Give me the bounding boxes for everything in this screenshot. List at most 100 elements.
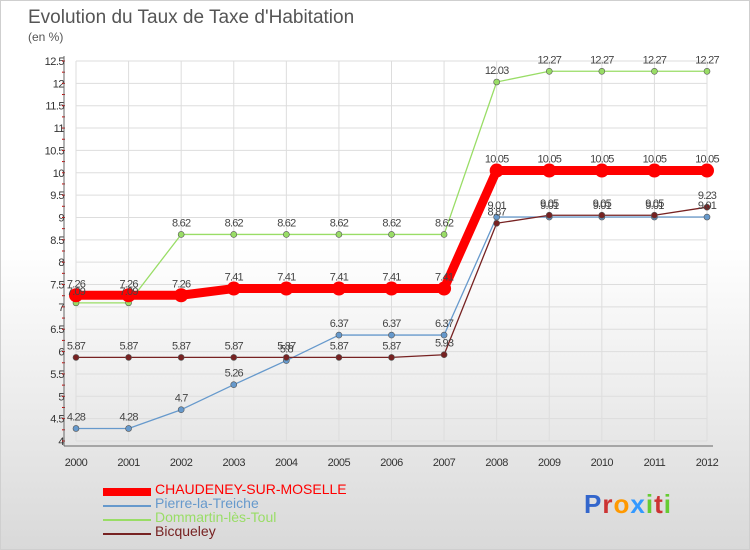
- data-label: 12.27: [643, 54, 667, 66]
- data-point: [174, 288, 189, 303]
- data-label: 12.27: [590, 54, 614, 66]
- data-label: 8.62: [382, 217, 401, 229]
- y-tick-label: 11.5: [45, 101, 64, 113]
- data-point: [283, 231, 290, 238]
- data-point: [651, 211, 658, 219]
- data-label: 12.27: [537, 54, 561, 66]
- legend-label: Dommartin-lès-Toul: [155, 509, 277, 525]
- x-tick-label: 2006: [380, 457, 403, 469]
- data-point: [489, 163, 504, 178]
- data-point: [700, 163, 714, 178]
- data-label: 5.26: [225, 368, 244, 380]
- data-label: 4.28: [119, 411, 138, 423]
- y-tick-label: 8: [58, 257, 64, 269]
- data-label: 9.01: [488, 200, 507, 212]
- data-point: [545, 67, 553, 75]
- data-point: [440, 231, 448, 238]
- data-label: 9.05: [645, 198, 664, 210]
- data-label: 9.05: [593, 198, 612, 210]
- x-tick-label: 2011: [644, 457, 666, 469]
- data-point: [594, 163, 609, 178]
- data-label: 8.87: [488, 206, 507, 218]
- legend-label: Bicqueley: [155, 523, 216, 539]
- data-label: 5.87: [225, 340, 244, 352]
- data-point: [388, 231, 395, 238]
- legend-swatch: [103, 533, 151, 535]
- x-tick-label: 2010: [591, 457, 614, 469]
- x-tick-label: 2001: [117, 457, 140, 469]
- data-label: 9.01: [540, 200, 559, 212]
- data-point: [437, 281, 452, 296]
- data-point: [542, 163, 557, 178]
- data-label: 7.26: [67, 278, 86, 290]
- logo-letter: P: [584, 489, 603, 519]
- data-label: 7.41: [435, 272, 454, 284]
- data-label: 5.87: [172, 340, 191, 352]
- data-label: 7.41: [382, 272, 401, 284]
- y-tick-label: 7: [58, 302, 64, 314]
- y-tick-label: 5.5: [50, 369, 64, 381]
- data-label: 4.28: [67, 411, 86, 423]
- logo-letter: o: [613, 489, 631, 519]
- data-point: [703, 213, 711, 221]
- y-tick-label: 6.5: [50, 324, 64, 336]
- data-label: 10.05: [537, 154, 561, 166]
- logo-letter: x: [630, 489, 646, 519]
- data-label: 5.87: [330, 340, 349, 352]
- data-label: 8.62: [225, 217, 244, 229]
- data-label: 7.26: [172, 278, 191, 290]
- data-label: 10.05: [643, 154, 667, 166]
- x-tick-label: 2000: [65, 457, 88, 469]
- data-point: [230, 381, 238, 388]
- data-label: 9.01: [698, 200, 717, 212]
- data-point: [598, 211, 606, 219]
- data-point: [335, 331, 343, 339]
- data-label: 8.62: [172, 217, 191, 229]
- x-tick-label: 2007: [433, 457, 456, 469]
- data-point: [226, 281, 241, 296]
- data-label: 8.62: [435, 217, 454, 229]
- y-tick-label: 6: [58, 347, 64, 359]
- data-label: 12.03: [485, 65, 509, 77]
- data-point: [493, 78, 500, 86]
- data-label: 5.93: [435, 338, 454, 350]
- y-tick-label: 11: [54, 123, 65, 135]
- data-label: 7.41: [225, 272, 244, 284]
- proxiti-logo: Proxiti: [584, 489, 672, 520]
- data-label: 9.01: [645, 200, 664, 212]
- data-label: 7.09: [119, 286, 138, 298]
- data-label: 7.09: [67, 286, 86, 298]
- data-point: [598, 67, 606, 75]
- data-label: 5.87: [67, 340, 86, 352]
- legend-swatch: [103, 488, 151, 496]
- chart-title: Evolution du Taux de Taxe d'Habitation: [28, 7, 355, 28]
- x-tick-label: 2002: [170, 457, 193, 469]
- data-point: [335, 354, 343, 361]
- data-point: [177, 354, 185, 361]
- data-label: 9.23: [698, 190, 717, 202]
- data-label: 7.26: [119, 278, 138, 290]
- y-tick-label: 10.5: [45, 145, 65, 157]
- data-label: 9.05: [540, 198, 559, 210]
- x-tick-label: 2003: [223, 457, 246, 469]
- data-label: 10.05: [695, 154, 719, 166]
- logo-letter: r: [602, 489, 614, 519]
- data-point: [703, 203, 711, 211]
- data-label: 10.05: [485, 154, 509, 166]
- data-label: 6.37: [382, 318, 401, 330]
- x-tick-label: 2009: [538, 457, 561, 469]
- data-label: 5.8: [280, 344, 294, 356]
- y-tick-label: 7.5: [50, 280, 64, 292]
- data-point: [121, 288, 136, 303]
- logo-letter: t: [654, 489, 664, 519]
- y-tick-label: 12: [53, 78, 65, 90]
- data-label: 5.87: [277, 340, 296, 352]
- data-point: [335, 231, 343, 238]
- y-tick-label: 5: [58, 391, 64, 403]
- data-label: 4.7: [175, 393, 189, 405]
- legend-swatch: [103, 519, 151, 521]
- data-label: 6.37: [330, 318, 349, 330]
- data-label: 7.41: [277, 272, 296, 284]
